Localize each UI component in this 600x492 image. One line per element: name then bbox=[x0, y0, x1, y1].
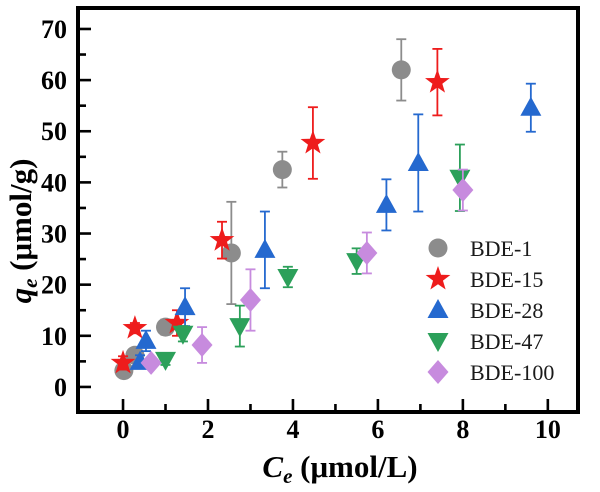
data-point-BDE-15 bbox=[425, 69, 450, 93]
series-BDE-1 bbox=[114, 38, 411, 381]
legend-item-BDE-28: BDE-28 bbox=[427, 298, 543, 323]
legend-marker-BDE-1 bbox=[428, 238, 448, 258]
legend-label-BDE-100: BDE-100 bbox=[470, 360, 554, 385]
series-BDE-47 bbox=[155, 143, 471, 371]
data-point-BDE-100 bbox=[452, 178, 474, 203]
x-tick-label-1: 2 bbox=[201, 415, 214, 444]
y-tick-label-7: 70 bbox=[41, 15, 67, 44]
data-point-BDE-15 bbox=[209, 227, 235, 251]
legend-label-BDE-1: BDE-1 bbox=[470, 236, 532, 261]
data-point-BDE-28 bbox=[375, 193, 397, 213]
data-point-BDE-1 bbox=[391, 60, 411, 80]
y-tick-label-6: 60 bbox=[41, 66, 67, 95]
legend-item-BDE-47: BDE-47 bbox=[427, 329, 543, 354]
data-point-BDE-100 bbox=[191, 333, 213, 358]
legend-marker-BDE-15 bbox=[425, 266, 451, 290]
data-point-BDE-100 bbox=[140, 350, 162, 375]
legend-item-BDE-100: BDE-100 bbox=[427, 360, 554, 385]
legend-label-BDE-15: BDE-15 bbox=[470, 267, 543, 292]
axis-ticks bbox=[80, 27, 550, 410]
data-point-BDE-47 bbox=[229, 318, 251, 338]
y-tick-label-1: 10 bbox=[41, 322, 67, 351]
x-tick-label-4: 8 bbox=[456, 415, 469, 444]
legend-marker-BDE-47 bbox=[427, 333, 449, 352]
data-point-BDE-15 bbox=[300, 130, 326, 154]
data-point-BDE-47 bbox=[172, 325, 194, 345]
legend-marker-BDE-28 bbox=[427, 299, 449, 318]
data-point-BDE-28 bbox=[135, 329, 157, 349]
y-tick-label-4: 40 bbox=[41, 168, 67, 197]
data-point-BDE-15 bbox=[164, 310, 190, 334]
x-tick-label-2: 4 bbox=[286, 415, 299, 444]
legend-item-BDE-1: BDE-1 bbox=[428, 236, 532, 261]
legend-item-BDE-15: BDE-15 bbox=[425, 266, 543, 292]
plot-frame bbox=[76, 6, 580, 414]
y-tick-label-2: 20 bbox=[41, 271, 67, 300]
data-point-BDE-28 bbox=[407, 151, 429, 171]
data-point-BDE-47 bbox=[155, 351, 177, 371]
data-point-BDE-1 bbox=[272, 160, 292, 180]
y-tick-label-5: 50 bbox=[41, 117, 67, 146]
data-point-BDE-28 bbox=[254, 238, 276, 258]
x-tick-label-5: 10 bbox=[535, 415, 561, 444]
legend: BDE-1 BDE-15 BDE-28 BDE-47 BDE-100 bbox=[425, 236, 554, 385]
data-point-BDE-15 bbox=[110, 349, 136, 374]
legend-label-BDE-47: BDE-47 bbox=[470, 329, 543, 354]
data-point-BDE-28 bbox=[174, 296, 196, 316]
x-axis-title: Ce (μmol/L) bbox=[262, 449, 417, 488]
series-BDE-15 bbox=[110, 48, 450, 374]
x-tick-label-3: 6 bbox=[371, 415, 384, 444]
data-point-BDE-15 bbox=[122, 315, 148, 339]
legend-marker-BDE-100 bbox=[427, 360, 449, 384]
x-tick-label-0: 0 bbox=[117, 415, 130, 444]
y-axis-title: qe (μmol/g) bbox=[3, 159, 42, 304]
data-point-BDE-100 bbox=[239, 288, 261, 313]
y-tick-label-0: 0 bbox=[54, 373, 67, 402]
legend-label-BDE-28: BDE-28 bbox=[470, 298, 543, 323]
y-tick-label-3: 30 bbox=[41, 220, 67, 249]
data-point-BDE-100 bbox=[356, 240, 378, 265]
data-point-BDE-47 bbox=[449, 169, 471, 189]
series-BDE-28 bbox=[129, 82, 542, 370]
data-point-BDE-47 bbox=[277, 268, 299, 288]
series-BDE-100 bbox=[140, 168, 474, 375]
data-point-BDE-28 bbox=[520, 96, 542, 116]
